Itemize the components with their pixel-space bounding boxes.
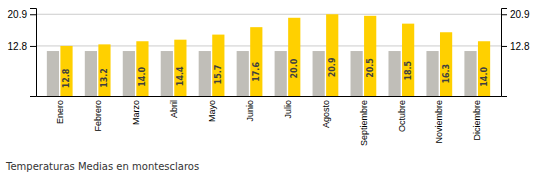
tick: Diciembre (472, 100, 482, 141)
bar (212, 35, 224, 96)
axis-line (37, 96, 502, 97)
tick-label: Febrero (93, 100, 103, 132)
bar (199, 51, 211, 96)
tick-label: Septiembre (359, 100, 369, 146)
tick: Mayo (207, 100, 217, 122)
tick-mark (30, 14, 36, 15)
bar (60, 46, 72, 96)
bar (275, 51, 287, 96)
data-labels: 12.8 13.2 14.0 14.4 15.7 17.6 20.0 20.9 20.5 18.5… (62, 57, 489, 88)
tick: 20.9 (501, 9, 530, 20)
bar (388, 51, 400, 96)
x-axis: Enero Febrero Marzo Abril Mayo Junio Julio Agos… (37, 97, 502, 147)
bar (440, 32, 452, 96)
tick: Febrero (93, 100, 103, 132)
bar (464, 51, 476, 96)
tick: Enero (55, 100, 65, 124)
axis-line (30, 9, 37, 97)
bar (98, 44, 110, 96)
bar (364, 16, 376, 96)
tick-label: Abril (169, 100, 179, 118)
data-label: 20.0 (290, 58, 299, 78)
bar (326, 14, 338, 96)
tick-label: 12.8 (8, 41, 28, 52)
bars (47, 14, 490, 96)
tick: Abril (169, 100, 179, 118)
bar (250, 27, 262, 96)
grid-line (36, 14, 501, 15)
bar (136, 41, 148, 96)
tick: Junio (245, 100, 255, 122)
tick-mark (30, 46, 36, 47)
tick: Noviembre (434, 100, 444, 144)
bar (351, 51, 363, 96)
bar (174, 40, 186, 96)
tick-mark (501, 46, 507, 47)
tick-label: Noviembre (434, 100, 444, 144)
tick-label: Enero (55, 100, 65, 124)
tick: 12.8 (501, 41, 530, 52)
tick-label: Julio (283, 100, 293, 119)
tick: Agosto (321, 100, 331, 128)
y-axis: 12.8 20.9 (8, 9, 37, 97)
grid (36, 14, 501, 46)
tick: 12.8 (8, 41, 36, 52)
bar (402, 24, 414, 96)
bar (426, 51, 438, 96)
tick-label: 12.8 (510, 41, 530, 52)
data-label: 13.2 (100, 68, 109, 88)
series (60, 14, 490, 96)
data-label: 14.4 (176, 66, 185, 86)
data-label: 14.0 (138, 67, 147, 87)
tick: Marzo (131, 100, 141, 125)
bar (237, 51, 249, 96)
axis-line (502, 9, 508, 97)
tick: 20.9 (8, 9, 36, 20)
tick-label: Diciembre (472, 100, 482, 141)
bar (85, 51, 97, 96)
tick: Septiembre (359, 100, 369, 146)
tick-label: 20.9 (8, 9, 28, 20)
data-label: 18.5 (404, 60, 413, 80)
tick-mark (501, 14, 507, 15)
tick-label: Mayo (207, 100, 217, 122)
data-label: 15.7 (214, 65, 223, 85)
tick-label: Junio (245, 100, 255, 122)
chart: 12.8 13.2 14.0 14.4 15.7 17.6 20.0 20.9 20.5 18.5… (0, 0, 537, 174)
bar (288, 18, 300, 96)
bar (313, 51, 325, 96)
data-label: 12.8 (62, 68, 71, 88)
data-label: 20.5 (366, 58, 375, 78)
data-label: 17.6 (252, 62, 261, 82)
title: Temperaturas Medias en montesclaros (5, 161, 199, 172)
data-label: 14.0 (480, 67, 489, 87)
tick-label: Octubre (397, 100, 407, 132)
bar (47, 51, 59, 96)
bar (161, 51, 173, 96)
tick: Julio (283, 100, 293, 119)
tick: Octubre (397, 100, 407, 132)
tick-label: Agosto (321, 100, 331, 128)
data-label: 20.9 (328, 57, 337, 77)
bar (123, 51, 135, 96)
y-axis: 12.8 20.9 (501, 9, 530, 97)
data-label: 16.3 (442, 64, 451, 84)
bar (478, 41, 490, 96)
tick-label: 20.9 (510, 9, 530, 20)
tick-label: Marzo (131, 100, 141, 125)
